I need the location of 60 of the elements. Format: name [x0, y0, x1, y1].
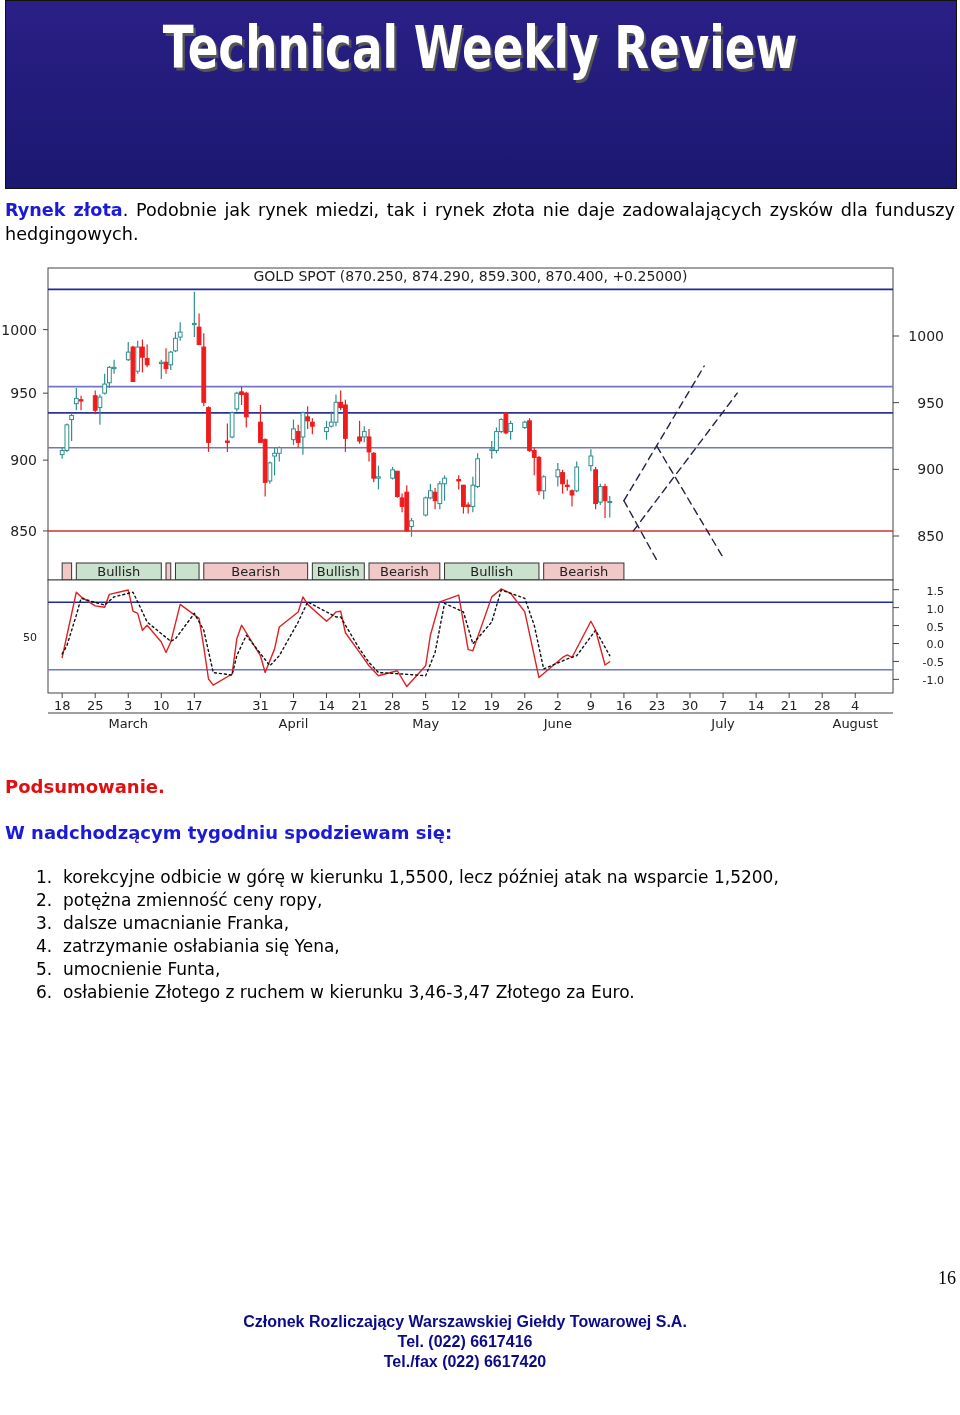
text: Członek Rozliczający Warszawskiej Giełdy Towarowej S.A. — [242, 1313, 688, 1331]
band-label: Bearish — [559, 564, 609, 579]
band-label: Bullish — [97, 564, 141, 579]
y-tick-label: 850 — [10, 522, 37, 539]
text: 1. korekcyjne odbicie w górę w kierunku 1,5500, lecz później atak na wsparcie 1,5200, — [36, 867, 779, 887]
x-tick-label: 18 — [53, 698, 71, 713]
x-tick-label: 26 — [516, 698, 534, 713]
text: Podsumowanie. — [5, 776, 165, 797]
y-tick-label: 1000 — [1, 321, 37, 338]
y2-tick-label: 0.5 — [926, 620, 944, 634]
band-label: Bullish — [470, 564, 514, 579]
y2-tick-label: 950 — [917, 394, 944, 411]
x-tick-label: 14 — [747, 698, 765, 713]
text: W nadchodzącym tygodniu spodziewam się: — [5, 822, 453, 843]
band-label: Bearish — [379, 564, 429, 579]
x-tick-label: 23 — [648, 698, 666, 713]
y2-tick-label: 1.5 — [926, 584, 944, 598]
x-tick-label: 12 — [450, 698, 467, 713]
x-tick-label: 31 — [252, 698, 269, 713]
text: 2. potężna zmienność ceny ropy, — [36, 890, 323, 910]
text: Tel./fax (022) 6617420 — [382, 1353, 548, 1371]
x-tick-label: 19 — [483, 698, 501, 713]
y2-tick-label: 1000 — [908, 328, 944, 344]
y2-tick-label: 0.0 — [926, 638, 944, 652]
y2-tick-label: 900 — [917, 461, 944, 478]
text: Rynek złota — [5, 200, 123, 220]
y2-tick-label: -1.0 — [922, 674, 944, 688]
y2-tick-label: -0.5 — [922, 656, 944, 670]
text: 3. dalsze umacnianie Franka, — [36, 913, 290, 933]
text: 5. umocnienie Funta, — [36, 959, 221, 979]
y2-tick-label: 850 — [917, 528, 944, 544]
x-tick-label: 2 June — [542, 698, 572, 731]
x-tick-label: 10 — [153, 698, 170, 713]
x-tick-label: 5 May — [412, 698, 440, 731]
x-tick-label: 7 April — [278, 698, 309, 731]
x-tick-label: 30 — [681, 698, 699, 713]
text: 6. osłabienie Złotego z ruchem w kierunku 3,46-3,47 Złotego za Euro. — [36, 982, 635, 1002]
band-label: Bullish — [316, 564, 360, 579]
chart-title: GOLD SPOT (870.250, 874.290, 859.300, 870.400, +0.25000) — [253, 268, 688, 284]
x-tick-label: 17 — [186, 698, 203, 713]
x-tick-label: 16 — [615, 698, 633, 713]
text: 50 — [23, 630, 37, 644]
text: Tel. (022) 6617416 — [396, 1333, 534, 1351]
x-tick-label: 4 August — [832, 698, 878, 731]
band-label: Bearish — [231, 564, 281, 579]
x-tick-label: 7 July — [710, 698, 736, 731]
x-tick-label: 14 — [318, 698, 335, 713]
text: 4. zatrzymanie osłabiania się Yena, — [36, 936, 340, 956]
x-tick-label: 21 — [351, 698, 368, 713]
x-tick-label: 28 — [813, 698, 831, 713]
y-tick-label: 900 — [10, 452, 37, 469]
x-tick-label: 3 March — [108, 698, 149, 731]
text: 16 — [938, 1268, 956, 1289]
x-tick-label: 25 — [86, 698, 104, 713]
text: Technical Weekly Review — [161, 14, 799, 82]
x-tick-label: 28 — [384, 698, 401, 713]
x-tick-label: 9 — [586, 698, 596, 713]
y2-tick-label: 1.0 — [926, 602, 944, 616]
x-tick-label: 21 — [780, 698, 798, 713]
y-tick-label: 950 — [10, 385, 37, 402]
